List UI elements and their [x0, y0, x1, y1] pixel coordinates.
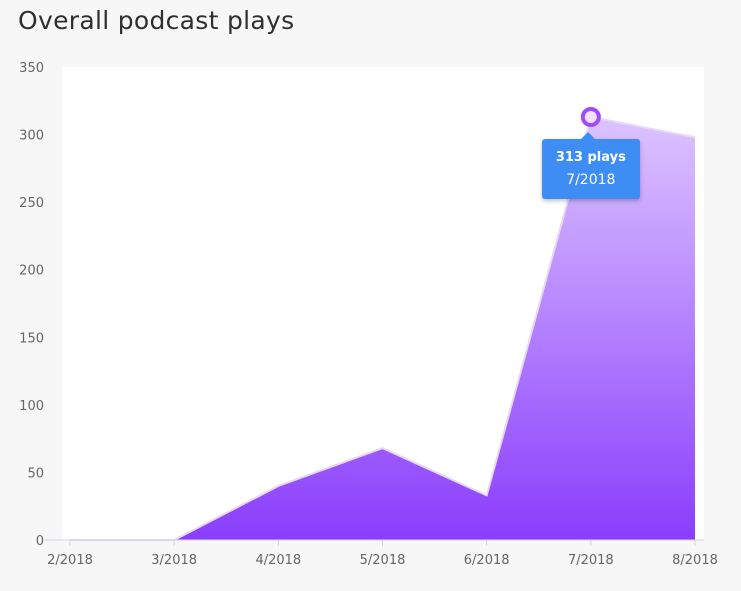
x-tick-label: 3/2018: [151, 553, 197, 568]
y-tick-label: 150: [19, 331, 44, 346]
x-tick-label: 2/2018: [47, 553, 93, 568]
x-tick-label: 4/2018: [255, 553, 301, 568]
y-tick-label: 50: [27, 466, 44, 481]
y-tick-label: 200: [19, 264, 44, 279]
x-tick-label: 5/2018: [360, 553, 406, 568]
highlight-marker[interactable]: [580, 107, 601, 128]
y-tick-label: 250: [19, 196, 44, 211]
y-tick-label: 100: [19, 399, 44, 414]
data-point[interactable]: [274, 482, 282, 490]
data-tooltip: 313 plays 7/2018: [541, 132, 640, 199]
data-point[interactable]: [691, 133, 699, 141]
data-point[interactable]: [483, 491, 491, 499]
x-tick-label: 6/2018: [464, 553, 510, 568]
x-tick-label: 8/2018: [672, 553, 718, 568]
tooltip-date: 7/2018: [566, 172, 616, 188]
chart-title: Overall podcast plays: [18, 6, 295, 35]
tooltip-value: 313 plays: [555, 150, 626, 165]
y-tick-label: 0: [36, 534, 44, 549]
area-fill: [70, 117, 695, 540]
data-point[interactable]: [379, 444, 387, 452]
x-tick-label: 7/2018: [568, 553, 614, 568]
tooltip-arrow: [580, 132, 595, 139]
x-axis: 2/2018 3/2018 4/2018 5/2018 6/2018 7/2018 8/20…: [45, 539, 718, 568]
y-tick-label: 350: [19, 61, 44, 76]
y-axis: 0 50 100 150 200 250 300 350: [19, 61, 44, 549]
markers: [580, 107, 601, 128]
y-tick-label: 300: [19, 129, 44, 144]
